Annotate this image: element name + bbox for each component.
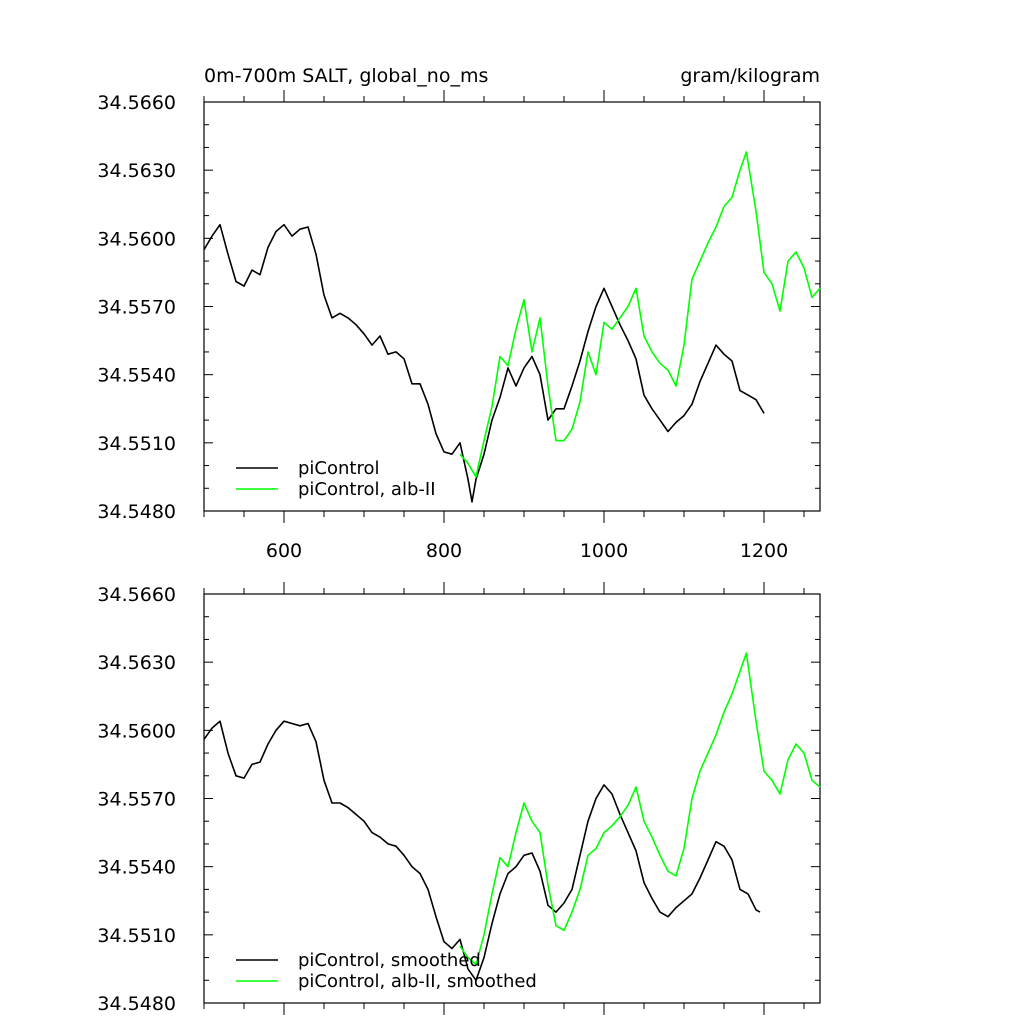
y-tick-label: 34.5600 xyxy=(97,720,176,742)
legend-label: piControl, alb-II, smoothed xyxy=(298,971,537,992)
y-tick-label: 34.5660 xyxy=(97,584,176,606)
bottom-panel: 34.5480 34.5510 34.5540 34.5570 34.5600 34.56… xyxy=(97,582,821,1015)
left-title: 0m-700m SALT, global_no_ms xyxy=(204,65,488,87)
y-tick-label: 34.5600 xyxy=(97,228,176,250)
top-panel: 34.5480 34.5510 34.5540 34.5570 34.5600 34.56… xyxy=(97,90,821,562)
legend-label: piControl xyxy=(298,458,380,479)
right-title: gram/kilogram xyxy=(680,65,820,87)
y-tick-label: 34.5480 xyxy=(97,501,176,523)
x-tick-label: 800 xyxy=(426,540,462,562)
plot-frame xyxy=(203,101,821,512)
series-line-picontrol-smoothed xyxy=(203,720,761,982)
x-tick-label: 1000 xyxy=(580,540,628,562)
series-line-picontrol-alb-ii-smoothed xyxy=(459,652,821,966)
y-tick-label: 34.5570 xyxy=(97,297,176,319)
x-tick-label: 1200 xyxy=(740,540,788,562)
y-tick-label: 34.5660 xyxy=(97,92,176,114)
y-tick-label: 34.5510 xyxy=(97,925,176,947)
y-tick-label: 34.5540 xyxy=(97,365,176,387)
legend-label: piControl, alb-II xyxy=(298,479,436,500)
plot-frame xyxy=(203,593,821,1004)
y-tick-label: 34.5480 xyxy=(97,993,176,1015)
y-tick-label: 34.5570 xyxy=(97,789,176,811)
series-line-picontrol xyxy=(203,223,765,503)
series-line-picontrol-alb-ii xyxy=(459,151,821,478)
x-tick-label: 600 xyxy=(266,540,302,562)
y-tick-label: 34.5630 xyxy=(97,652,176,674)
legend-label: piControl, smoothed xyxy=(298,950,481,971)
y-tick-label: 34.5630 xyxy=(97,160,176,182)
y-tick-label: 34.5540 xyxy=(97,857,176,879)
y-tick-label: 34.5510 xyxy=(97,433,176,455)
